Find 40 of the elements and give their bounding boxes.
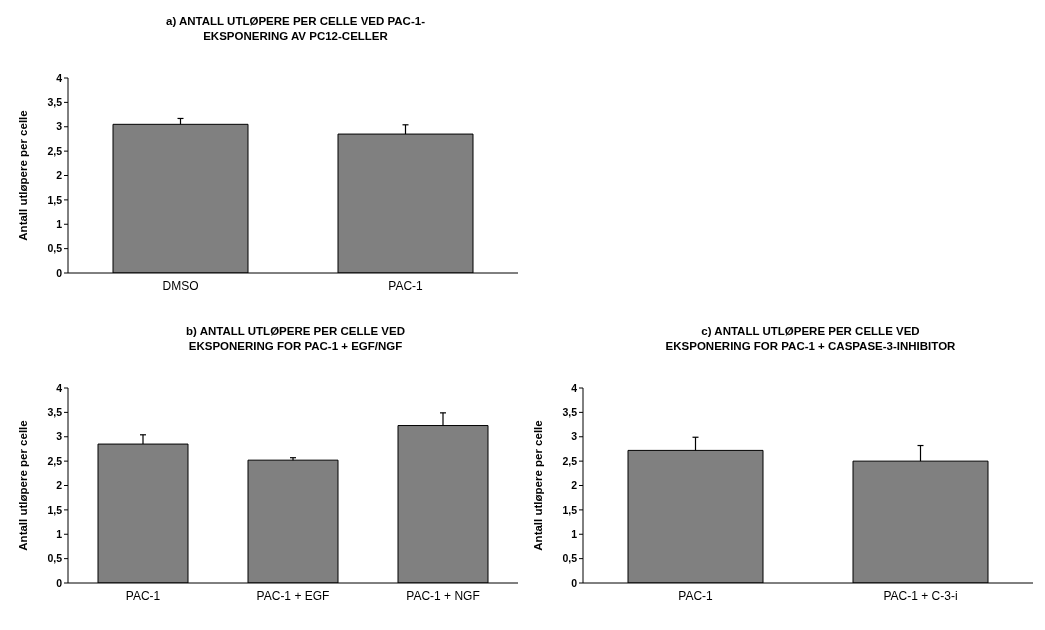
y-tick-label: 1,5 — [47, 193, 63, 206]
x-tick-label: PAC-1 — [125, 588, 161, 603]
x-tick-label: PAC-1 + NGF — [406, 588, 480, 603]
x-tick-label: PAC-1 — [678, 588, 714, 603]
y-tick-label: 3 — [56, 120, 63, 133]
y-tick-label: 4 — [56, 381, 63, 394]
y-tick-label: 3,5 — [47, 96, 63, 109]
y-tick-label: 3 — [571, 430, 578, 443]
y-tick-label: 3,5 — [47, 406, 63, 419]
x-tick-label: PAC-1 + EGF — [256, 588, 330, 603]
y-tick-label: 2,5 — [47, 144, 63, 157]
x-tick-label: PAC-1 + C-3-i — [883, 588, 958, 603]
y-tick-label: 2 — [56, 169, 63, 182]
y-tick-label: 1 — [56, 217, 63, 230]
y-tick-label: 1 — [56, 527, 63, 540]
y-axis-title: Antall utløpere per celle — [17, 110, 30, 241]
y-tick-label: 3 — [56, 430, 63, 443]
y-tick-label: 4 — [56, 71, 63, 84]
y-tick-label: 2,5 — [47, 454, 63, 467]
y-tick-label: 2 — [571, 479, 578, 492]
x-tick-label: PAC-1 — [388, 278, 424, 293]
x-tick-label: DMSO — [162, 278, 199, 293]
y-tick-label: 0 — [571, 576, 578, 589]
y-axis-title: Antall utløpere per celle — [532, 420, 545, 551]
y-tick-label: 0,5 — [47, 552, 63, 565]
y-tick-label: 1,5 — [562, 503, 578, 516]
y-axis-title: Antall utløpere per celle — [17, 420, 30, 551]
y-tick-label: 0 — [56, 266, 63, 279]
y-tick-label: 1 — [571, 527, 578, 540]
y-tick-label: 0,5 — [47, 242, 63, 255]
y-tick-label: 0 — [56, 576, 63, 589]
y-tick-label: 2 — [56, 479, 63, 492]
chart-title: c) ANTALL UTLØPERE PER CELLE VED EKSPONERING FOR PAC-1 + CASPASE-3-INHIBITOR — [664, 324, 957, 354]
y-tick-label: 1,5 — [47, 503, 63, 516]
y-tick-label: 4 — [571, 381, 578, 394]
y-tick-label: 2,5 — [562, 454, 578, 467]
chart-title: b) ANTALL UTLØPERE PER CELLE VED EKSPONERING FOR PAC-1 + EGF/NGF — [185, 324, 406, 354]
y-tick-label: 3,5 — [562, 406, 578, 419]
y-tick-label: 0,5 — [562, 552, 578, 565]
chart-title: a) ANTALL UTLØPERE PER CELLE VED PAC-1- EKSPONERING AV PC12-CELLER — [165, 14, 426, 44]
